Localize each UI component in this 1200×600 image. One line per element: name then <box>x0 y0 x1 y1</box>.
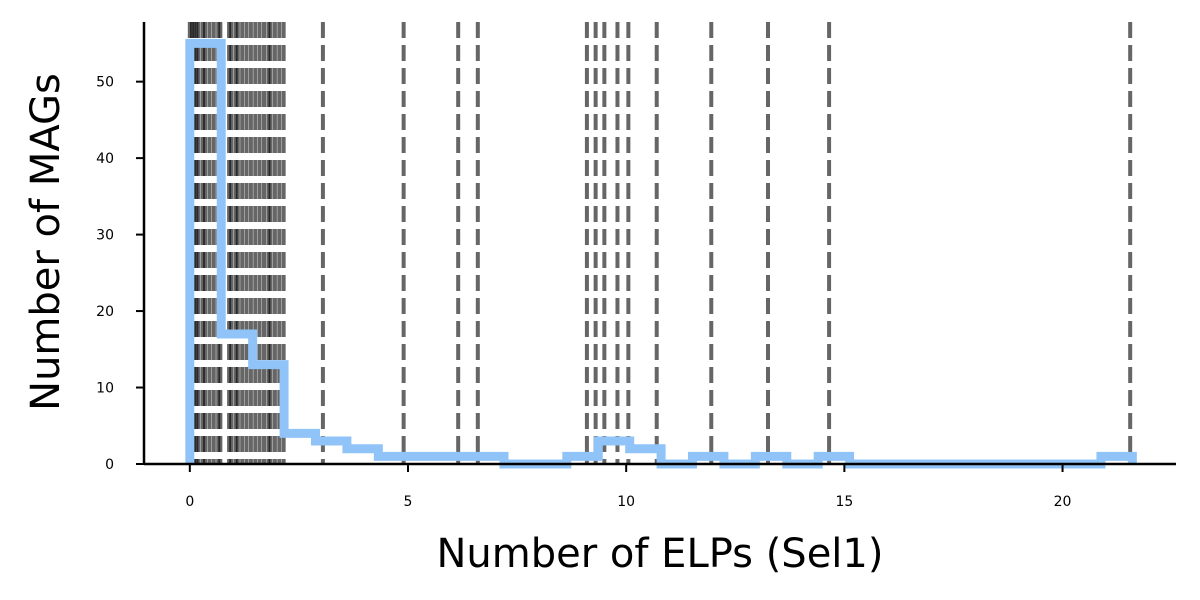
axes-layer <box>142 22 1176 466</box>
x-tick-label: 15 <box>835 494 853 510</box>
x-tick-label: 0 <box>185 494 194 510</box>
y-axis-title: Number of MAGs <box>23 73 69 411</box>
x-tick-label: 20 <box>1054 494 1072 510</box>
y-tick-label: 10 <box>96 381 114 397</box>
y-tick-label: 50 <box>96 75 114 91</box>
x-axis-title: Number of ELPs (Sel1) <box>437 531 884 577</box>
x-ticks: 0 5 10 15 20 <box>185 464 1071 510</box>
y-tick-label: 0 <box>105 457 114 473</box>
y-tick-label: 30 <box>96 228 114 244</box>
y-tick-label: 40 <box>96 151 114 167</box>
histogram-layer <box>185 38 1137 469</box>
x-tick-label: 5 <box>404 494 413 510</box>
vlines-layer <box>187 22 1133 464</box>
x-tick-label: 10 <box>617 494 635 510</box>
y-ticks: 0 10 20 30 40 50 <box>96 75 144 473</box>
y-tick-label: 20 <box>96 304 114 320</box>
histogram-step-line <box>185 38 1137 469</box>
